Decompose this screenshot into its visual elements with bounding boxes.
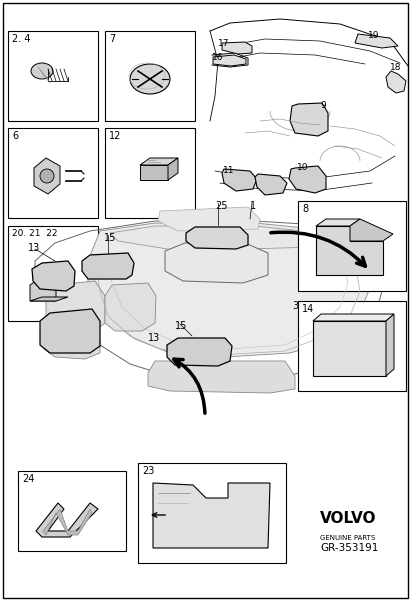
- Text: 12: 12: [109, 131, 121, 141]
- Bar: [8, 226, 98, 321]
- Polygon shape: [148, 361, 295, 393]
- Polygon shape: [16, 206, 400, 394]
- Polygon shape: [386, 314, 394, 376]
- Polygon shape: [222, 42, 252, 54]
- Polygon shape: [44, 327, 100, 359]
- Bar: [298, 301, 406, 391]
- Polygon shape: [140, 158, 178, 165]
- Text: 23: 23: [142, 466, 155, 476]
- Text: 13: 13: [28, 243, 40, 253]
- Polygon shape: [43, 509, 92, 535]
- Text: 8: 8: [302, 204, 308, 214]
- Bar: [298, 201, 406, 291]
- Polygon shape: [105, 283, 156, 331]
- Text: 14: 14: [302, 304, 314, 314]
- Polygon shape: [158, 207, 260, 231]
- Text: GR-353191: GR-353191: [320, 543, 379, 553]
- Text: 7: 7: [109, 34, 115, 44]
- Polygon shape: [289, 166, 326, 193]
- Text: 24: 24: [22, 474, 35, 484]
- Text: 5: 5: [78, 336, 84, 346]
- Polygon shape: [88, 223, 370, 357]
- Polygon shape: [355, 34, 398, 48]
- Text: 13: 13: [148, 333, 160, 343]
- Polygon shape: [30, 297, 68, 301]
- Polygon shape: [222, 169, 257, 191]
- Ellipse shape: [31, 63, 53, 79]
- Bar: [18, 471, 126, 551]
- Bar: [8, 31, 98, 121]
- Text: 3: 3: [292, 301, 298, 311]
- Text: 15: 15: [175, 321, 187, 331]
- Polygon shape: [313, 314, 394, 321]
- Polygon shape: [313, 321, 386, 376]
- Polygon shape: [82, 253, 134, 279]
- Text: 20. 21  22: 20. 21 22: [12, 229, 58, 238]
- Polygon shape: [40, 309, 100, 353]
- Text: 10: 10: [297, 163, 309, 172]
- Polygon shape: [210, 19, 408, 221]
- Text: 9: 9: [320, 101, 326, 110]
- Polygon shape: [386, 71, 406, 93]
- Ellipse shape: [40, 169, 54, 183]
- Polygon shape: [168, 158, 178, 180]
- Text: 11: 11: [223, 166, 235, 175]
- Polygon shape: [32, 261, 75, 291]
- Polygon shape: [350, 219, 393, 241]
- Polygon shape: [186, 227, 248, 249]
- Polygon shape: [36, 503, 98, 537]
- Bar: [105, 128, 195, 218]
- Text: 17: 17: [218, 39, 229, 48]
- Text: 15: 15: [104, 233, 116, 243]
- Text: 6: 6: [12, 131, 18, 141]
- Polygon shape: [213, 55, 246, 66]
- Text: GENUINE PARTS: GENUINE PARTS: [320, 535, 375, 541]
- Bar: [105, 31, 195, 121]
- Polygon shape: [46, 281, 105, 333]
- Polygon shape: [30, 273, 56, 301]
- Text: 2. 4: 2. 4: [12, 34, 30, 44]
- Text: 18: 18: [390, 63, 402, 72]
- Polygon shape: [316, 219, 360, 226]
- Polygon shape: [34, 158, 60, 194]
- Text: 1: 1: [250, 201, 256, 211]
- Text: VOLVO: VOLVO: [320, 511, 376, 526]
- Polygon shape: [316, 226, 383, 275]
- Polygon shape: [167, 338, 232, 366]
- Polygon shape: [165, 243, 268, 283]
- Bar: [8, 128, 98, 218]
- Text: 16: 16: [212, 53, 224, 62]
- Polygon shape: [153, 483, 270, 548]
- Ellipse shape: [130, 64, 170, 94]
- Polygon shape: [48, 269, 68, 281]
- Polygon shape: [255, 174, 287, 195]
- Polygon shape: [140, 165, 168, 180]
- Polygon shape: [110, 226, 348, 251]
- Polygon shape: [290, 103, 328, 136]
- Text: 19: 19: [368, 31, 379, 40]
- Text: 25: 25: [215, 201, 228, 211]
- Bar: [138, 463, 286, 563]
